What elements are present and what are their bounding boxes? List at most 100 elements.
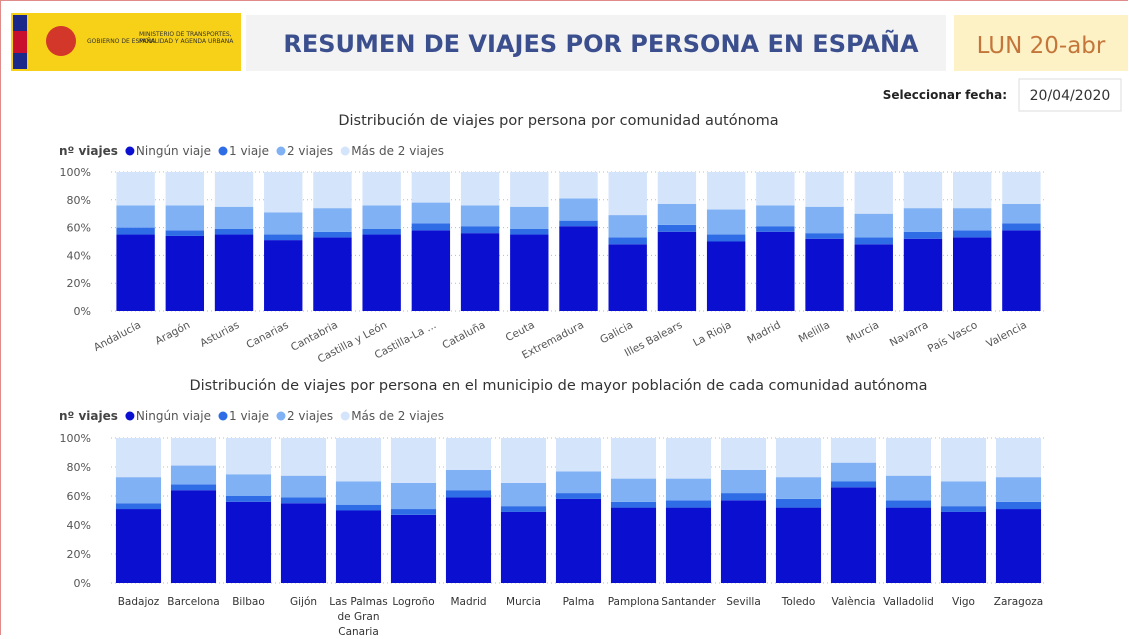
- y-tick-label: 0%: [74, 305, 91, 318]
- bar-segment: [460, 226, 500, 234]
- bar-segment: [115, 438, 162, 478]
- bar-segment: [264, 240, 303, 311]
- bar-segment: [657, 203, 697, 225]
- bar-segment: [608, 244, 647, 311]
- day-text: LUN 20-abr: [977, 33, 1106, 59]
- title-box: [246, 15, 946, 71]
- bar-segment: [165, 172, 205, 206]
- legend-label: Más de 2 viajes: [351, 409, 444, 423]
- date-value[interactable]: 20/04/2020: [1030, 88, 1111, 104]
- legend-label: Ningún viaje: [136, 144, 211, 158]
- bar-segment: [116, 234, 155, 311]
- x-tick-label: Murcia: [845, 319, 881, 346]
- y-tick-label: 40%: [67, 249, 91, 262]
- bar-segment: [225, 501, 272, 583]
- bar-segment: [500, 506, 547, 512]
- y-tick-label: 60%: [67, 490, 91, 503]
- bar-segment: [1002, 172, 1041, 204]
- bar-segment: [362, 234, 401, 311]
- bar-segment: [280, 475, 327, 498]
- bar-segment: [510, 172, 549, 207]
- legend-label: 2 viajes: [287, 409, 333, 423]
- x-tick-label: Canarias: [244, 319, 290, 351]
- bar-segment: [115, 503, 162, 510]
- bar-segment: [313, 208, 352, 232]
- bar-segment: [214, 234, 254, 311]
- x-tick-label: Andalucía: [92, 319, 143, 354]
- bar-segment: [165, 235, 205, 311]
- bar-segment: [280, 497, 327, 504]
- date-label: Seleccionar fecha:: [883, 88, 1007, 102]
- x-tick-label: Bilbao: [232, 596, 265, 608]
- x-tick-label: Madrid: [745, 319, 782, 347]
- y-tick-label: 20%: [67, 548, 91, 561]
- date-picker[interactable]: [1018, 78, 1122, 112]
- bar-segment: [510, 206, 549, 229]
- x-tick-label: Zaragoza: [994, 596, 1043, 608]
- y-tick-label: 60%: [67, 222, 91, 235]
- bar-segment: [510, 228, 549, 235]
- coat-of-arms: [46, 26, 76, 56]
- day-box: [954, 15, 1128, 71]
- bar-segment: [115, 477, 162, 504]
- legend-marker: [276, 146, 286, 156]
- bar-segment: [706, 241, 746, 311]
- bar-segment: [706, 234, 746, 242]
- x-tick-label: Toledo: [781, 596, 816, 608]
- bar-segment: [608, 172, 647, 216]
- bar-segment: [1002, 230, 1041, 311]
- bar-segment: [885, 500, 932, 508]
- bar-segment: [411, 202, 451, 224]
- bar-segment: [170, 484, 217, 491]
- bar-segment: [903, 231, 943, 239]
- x-tick-label: Valencia: [984, 319, 1028, 350]
- bar-segment: [445, 490, 492, 498]
- bar-segment: [952, 172, 992, 209]
- bar-segment: [500, 482, 547, 507]
- bar-segment: [264, 234, 303, 241]
- gov-text: GOBIERNO DE ESPAÑA: [87, 38, 156, 45]
- bar-segment: [657, 172, 697, 204]
- bar-segment: [854, 172, 893, 214]
- bar-segment: [903, 208, 943, 232]
- bar-segment: [608, 237, 647, 245]
- bar-segment: [657, 224, 697, 232]
- bar-segment: [903, 172, 943, 209]
- bar-segment: [1002, 223, 1041, 231]
- bar-segment: [313, 231, 352, 238]
- y-tick-label: 100%: [60, 166, 91, 179]
- bar-segment: [854, 213, 893, 238]
- bar-segment: [214, 206, 254, 229]
- bar-segment: [665, 478, 712, 501]
- bar-segment: [362, 228, 401, 235]
- legend-marker: [218, 411, 228, 421]
- bar-segment: [720, 469, 767, 494]
- legend-marker: [340, 146, 350, 156]
- bar-segment: [165, 230, 205, 236]
- bar-segment: [225, 438, 272, 475]
- bar-segment: [116, 172, 155, 206]
- bar-segment: [165, 205, 205, 231]
- x-tick-label: Gijón: [290, 596, 317, 608]
- y-tick-label: 40%: [67, 519, 91, 532]
- legend-marker: [218, 146, 228, 156]
- bar-segment: [411, 230, 451, 311]
- bar-segment: [170, 490, 217, 583]
- x-tick-label: Las Palmas de Gran Canaria: [329, 596, 387, 635]
- x-tick-label: Ceuta: [504, 319, 537, 344]
- bar-segment: [264, 172, 303, 213]
- bar-segment: [756, 231, 795, 311]
- bar-segment: [225, 496, 272, 502]
- bar-segment: [280, 438, 327, 476]
- bar-segment: [313, 172, 352, 209]
- bar-segment: [830, 462, 877, 482]
- bar-segment: [280, 503, 327, 583]
- legend-label: Ningún viaje: [136, 409, 211, 423]
- x-tick-label: Vigo: [952, 596, 975, 608]
- bar-segment: [170, 438, 217, 466]
- x-tick-label: Valladolid: [883, 596, 934, 608]
- bar-segment: [313, 237, 352, 311]
- x-tick-label: Logroño: [392, 596, 434, 608]
- bar-segment: [214, 172, 254, 207]
- bar-segment: [390, 514, 437, 583]
